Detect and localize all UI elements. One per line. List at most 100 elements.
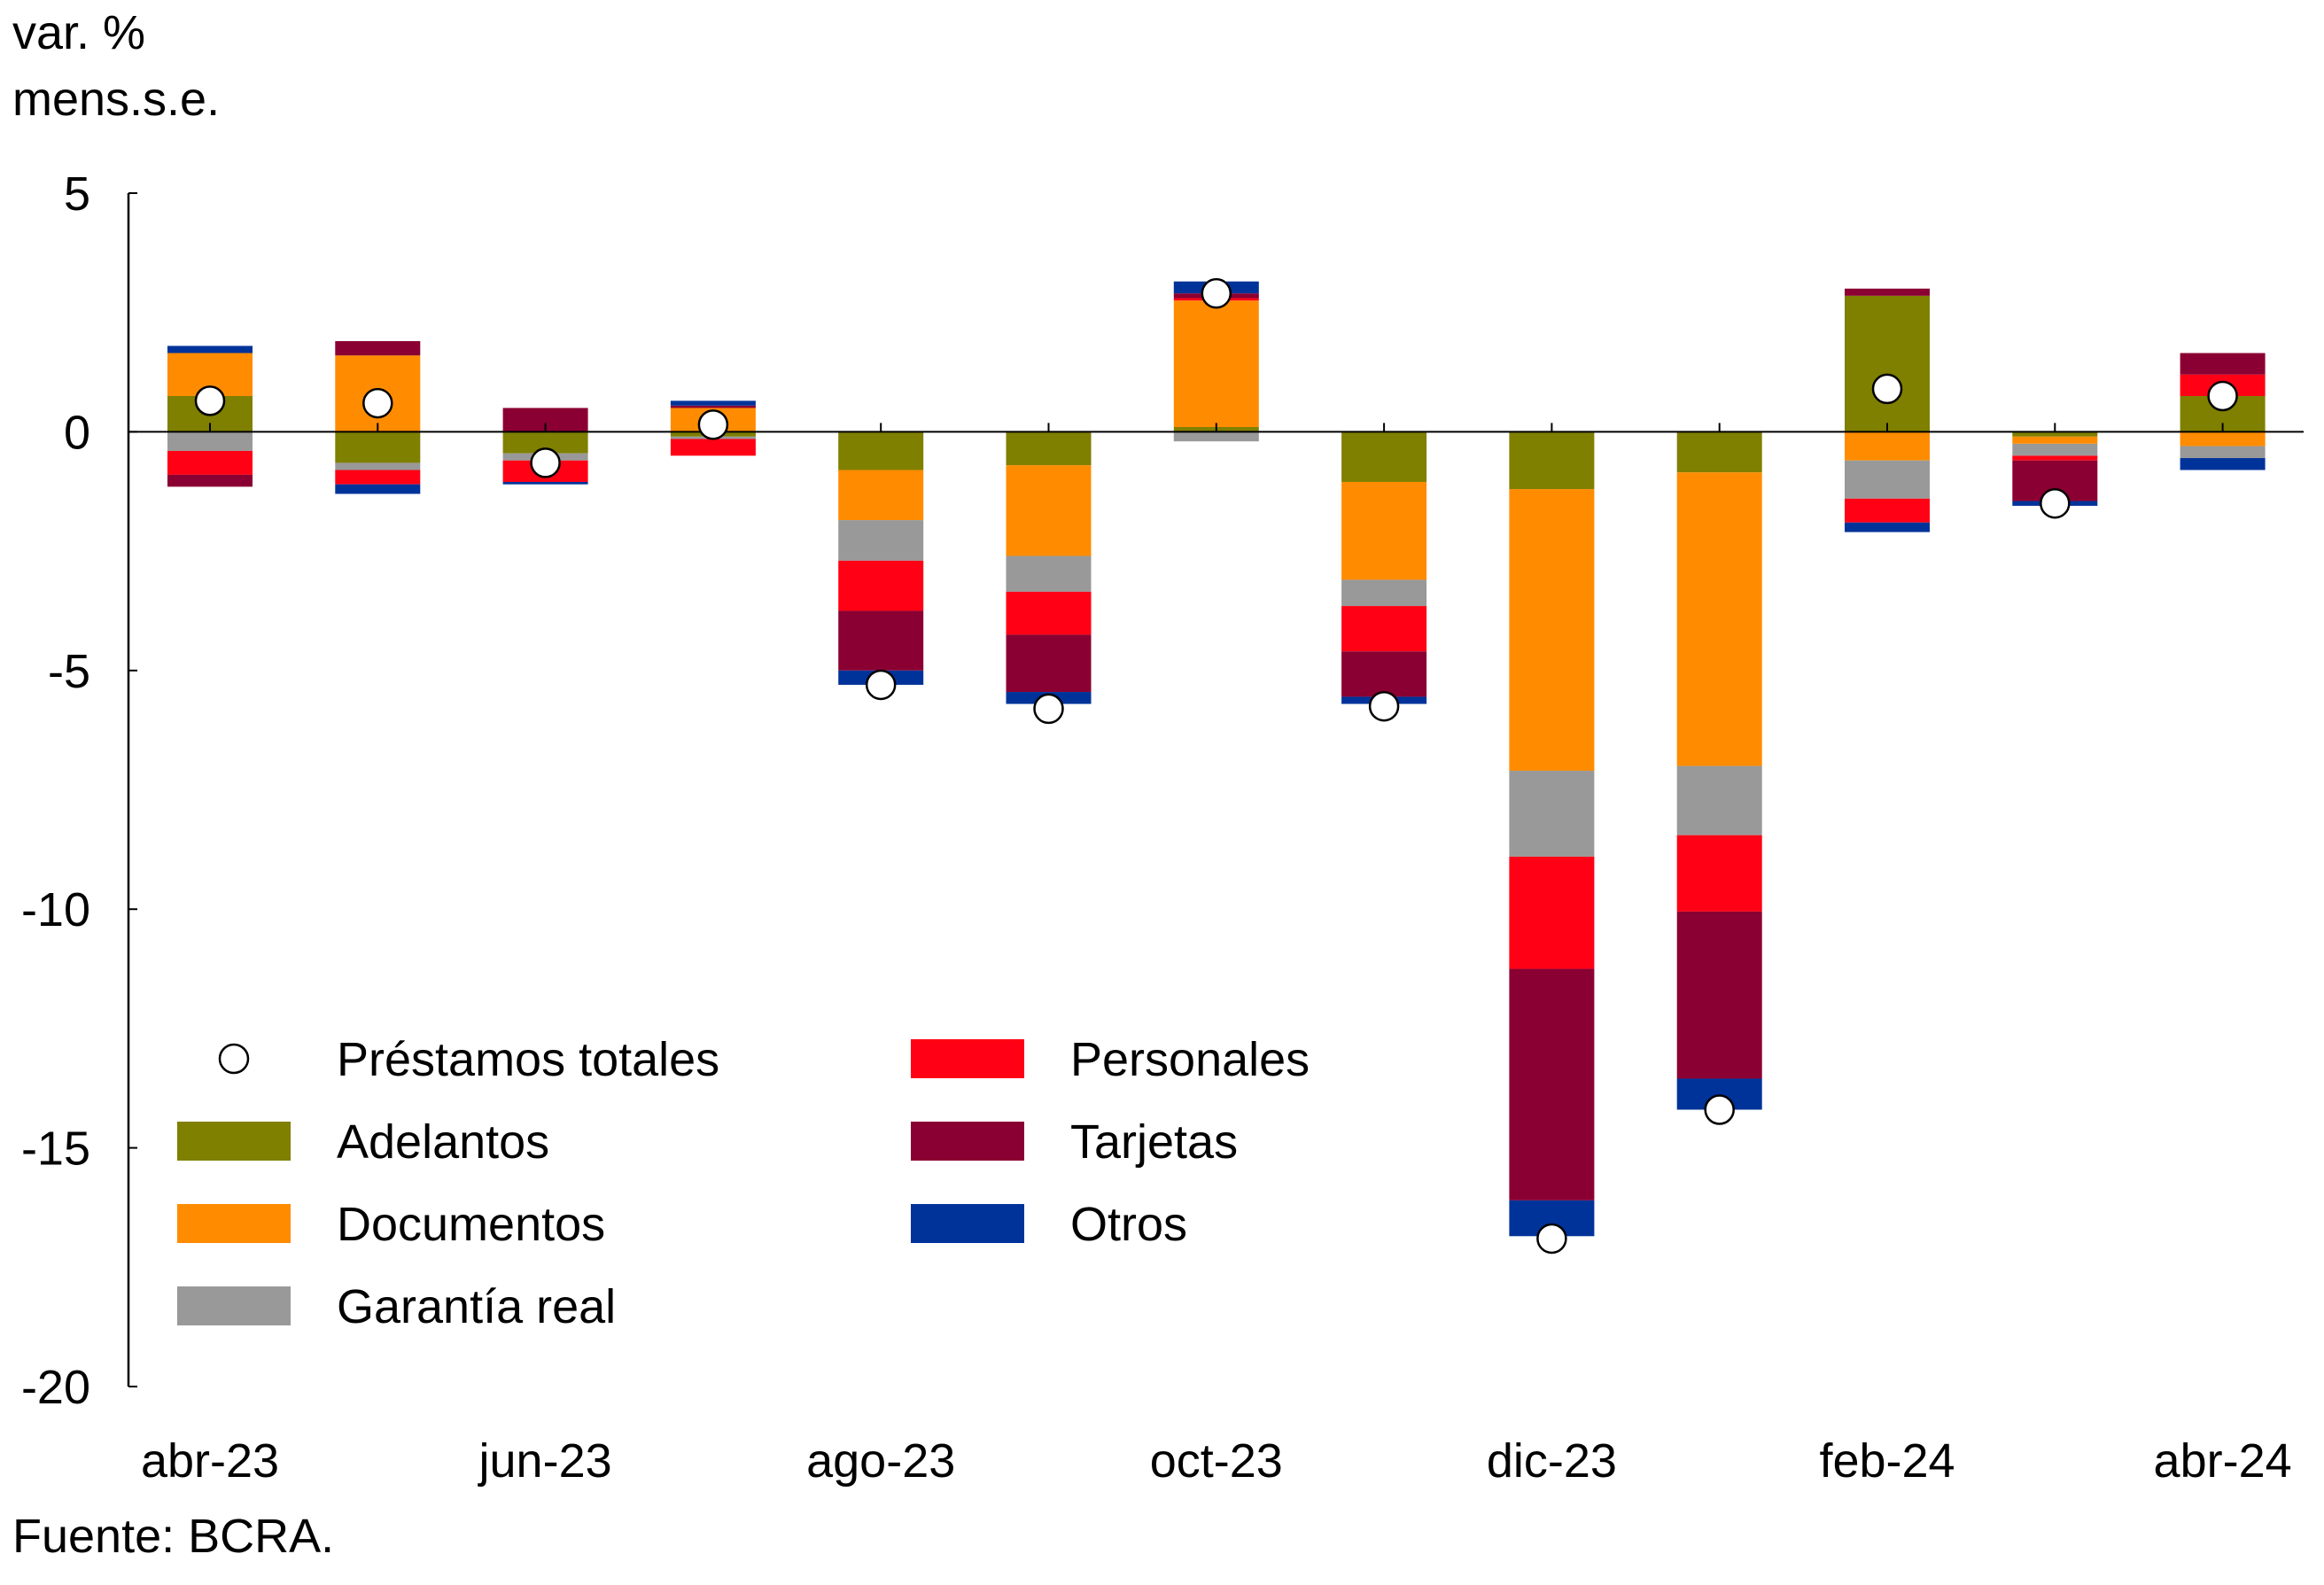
legend-swatch <box>911 1122 1024 1161</box>
y-tick-label: 0 <box>64 406 90 459</box>
bar-segment <box>838 610 924 671</box>
bar-segment <box>1845 288 1930 296</box>
bar-segment <box>335 431 421 463</box>
bar-segment <box>670 405 756 408</box>
y-axis-ticks: 5 0 -5 -10 -15 -20 <box>21 167 137 1414</box>
bar-segment <box>1006 591 1092 635</box>
bar-segment <box>1006 431 1092 466</box>
total-point <box>1536 1223 1567 1255</box>
bar-segment <box>2012 436 2098 444</box>
legend-swatch-total <box>218 1043 250 1075</box>
bar-segment <box>838 560 924 611</box>
bar-segment <box>2180 446 2266 459</box>
bar-segment <box>167 474 253 487</box>
total-point <box>2040 487 2071 519</box>
bar-segment <box>838 520 924 561</box>
x-tick-label: dic-23 <box>1487 1434 1617 1488</box>
total-point <box>1201 277 1232 309</box>
y-axis-title-line-2: mens.s.e. <box>12 73 220 126</box>
legend-label: Adelantos <box>337 1115 549 1169</box>
x-tick-label: feb-24 <box>1819 1434 1955 1488</box>
legend-swatch <box>177 1122 291 1161</box>
y-tick-label: -10 <box>21 883 90 936</box>
bar-segment <box>167 450 253 475</box>
x-tick-label: abr-23 <box>141 1434 279 1488</box>
source-note: Fuente: BCRA. <box>12 1510 334 1563</box>
bar-segment <box>1341 481 1427 580</box>
bar-segment <box>1676 431 1762 473</box>
bar-segment <box>1341 651 1427 697</box>
bar-segment <box>1845 460 1930 499</box>
total-point <box>194 385 226 416</box>
bar-segment <box>2180 431 2266 447</box>
bar-segment <box>1509 968 1595 1200</box>
bar-segment <box>1845 498 1930 523</box>
legend-label: Personales <box>1070 1033 1310 1086</box>
y-axis-title-line-1: var. % <box>12 6 145 59</box>
x-tick-label: ago-23 <box>806 1434 955 1488</box>
y-tick-label: -20 <box>21 1361 90 1414</box>
bar-segment <box>670 400 756 406</box>
total-point <box>1033 693 1064 725</box>
total-point <box>1871 373 1903 405</box>
total-point <box>2207 380 2238 412</box>
bar-segment <box>1341 579 1427 607</box>
total-point <box>1704 1094 1735 1125</box>
total-point <box>530 447 561 478</box>
bar-segment <box>2180 353 2266 375</box>
bar-segment <box>335 462 421 470</box>
bar-segment <box>1341 606 1427 652</box>
bar-segment <box>1006 556 1092 592</box>
bar-segment <box>2012 455 2098 461</box>
bar-segment <box>838 470 924 521</box>
bar-segment <box>1676 835 1762 912</box>
bar-segment <box>1006 465 1092 556</box>
y-tick-label: -5 <box>48 645 90 698</box>
bar-segment <box>1676 911 1762 1079</box>
bar-segment <box>1676 765 1762 835</box>
bar-segment <box>1845 522 1930 532</box>
total-point <box>865 669 897 701</box>
bar-segment <box>1509 856 1595 969</box>
x-axis-ticks: abr-23 jun-23 ago-23 oct-23 dic-23 feb-24 abr-… <box>141 423 2292 1488</box>
bar-segment <box>335 484 421 494</box>
bar-segment <box>1845 431 1930 461</box>
legend-label: Tarjetas <box>1070 1115 1238 1169</box>
bar-segment <box>1173 431 1259 442</box>
legend-swatch <box>911 1039 1024 1078</box>
bar-segment <box>1509 770 1595 857</box>
legend-label: Préstamos totales <box>337 1033 719 1086</box>
bar-segment <box>1341 431 1427 482</box>
bar-segment <box>2180 458 2266 470</box>
legend-swatch <box>177 1286 291 1325</box>
bar-segment <box>1845 295 1930 432</box>
bar-segment <box>1006 634 1092 693</box>
bar-segment <box>335 470 421 485</box>
bar-series <box>167 281 2266 1237</box>
legend-swatch <box>911 1204 1024 1243</box>
bar-segment <box>502 481 588 485</box>
x-tick-label: abr-24 <box>2154 1434 2292 1488</box>
legend: Préstamos totales Adelantos Documentos Gara… <box>177 1033 1310 1333</box>
total-point <box>697 409 729 440</box>
total-point <box>362 387 393 419</box>
bar-segment <box>1509 431 1595 490</box>
legend-label: Otros <box>1070 1198 1187 1251</box>
total-point <box>1368 690 1400 722</box>
total-markers <box>194 277 2238 1255</box>
y-tick-label: 5 <box>64 167 90 221</box>
y-tick-label: -15 <box>21 1123 90 1176</box>
x-tick-label: oct-23 <box>1150 1434 1283 1488</box>
legend-label: Documentos <box>337 1198 605 1251</box>
legend-label: Garantía real <box>337 1280 616 1333</box>
bar-segment <box>2012 431 2098 437</box>
bar-segment <box>2012 443 2098 456</box>
bar-segment <box>670 439 756 456</box>
bar-segment <box>335 341 421 356</box>
bar-segment <box>838 431 924 470</box>
bar-segment <box>1173 300 1259 428</box>
bar-segment <box>167 431 253 451</box>
bar-segment <box>1676 472 1762 766</box>
bar-segment <box>167 346 253 354</box>
